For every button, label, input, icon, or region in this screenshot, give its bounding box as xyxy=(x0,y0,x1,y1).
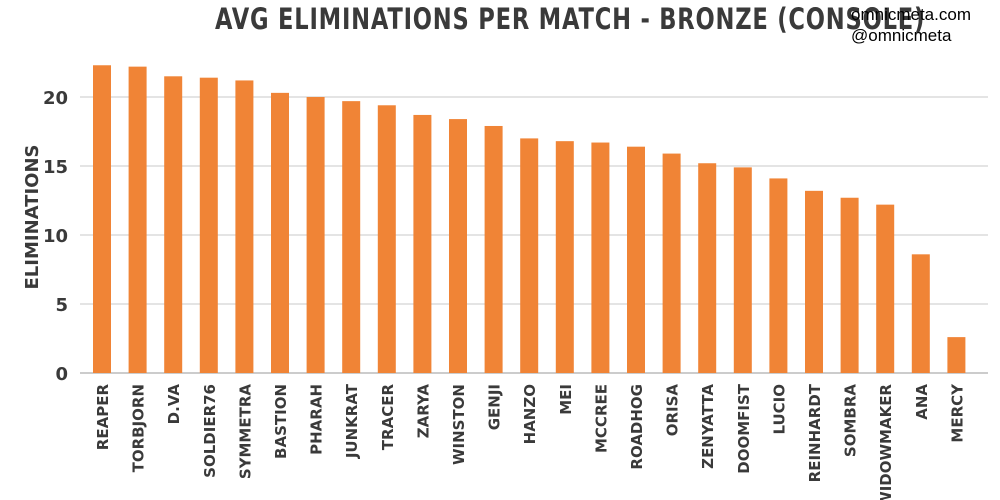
bar-winston xyxy=(449,119,467,373)
bar-ana xyxy=(911,254,930,373)
bar-mccree xyxy=(591,142,610,373)
x-tick-label: JUNKRAT xyxy=(343,383,361,459)
brand-site[interactable]: omnicmeta.com xyxy=(851,5,971,24)
x-tick-label: MCCREE xyxy=(592,384,610,453)
x-tick-label: SYMMETRA xyxy=(236,384,254,480)
bar-mei xyxy=(555,141,574,373)
bar-soldier76 xyxy=(199,77,218,374)
bar-widowmaker xyxy=(876,204,895,373)
bar-pharah xyxy=(306,97,325,373)
bar-symmetra xyxy=(235,80,254,373)
x-tick-label: MERCY xyxy=(948,383,966,443)
bar-reaper xyxy=(93,65,111,373)
y-tick-label: 10 xyxy=(43,226,68,247)
y-axis-label: ELIMINATIONS xyxy=(22,145,43,290)
bar-zarya xyxy=(413,114,432,373)
bar-genji xyxy=(484,125,503,373)
x-tick-label: ROADHOG xyxy=(628,384,646,470)
x-tick-label: ZENYATTA xyxy=(699,384,717,469)
x-tick-label: MEI xyxy=(557,384,575,415)
x-tick-label: REINHARDT xyxy=(806,383,824,482)
x-tick-label: HANZO xyxy=(521,384,539,444)
x-tick-label: SOMBRA xyxy=(842,384,860,457)
y-tick-label: 15 xyxy=(43,157,68,178)
bar-junkrat xyxy=(342,101,361,373)
x-tick-label: WIDOWMAKER xyxy=(877,384,895,500)
y-tick-label: 0 xyxy=(55,364,68,385)
bar-bastion xyxy=(271,92,289,374)
y-tick-label: 20 xyxy=(43,88,68,109)
x-tick-label: ORISA xyxy=(664,384,682,437)
x-tick-label: GENJI xyxy=(486,384,504,430)
brand-handle[interactable]: @omnicmeta xyxy=(851,26,952,45)
bar-sombra xyxy=(840,197,859,373)
x-tick-labels: REAPER TORBJORN D.VA SOLDIER76 SYMMETRA BASTI… xyxy=(94,383,966,500)
bar-d-va xyxy=(164,76,183,374)
x-tick-label: REAPER xyxy=(94,384,112,451)
x-tick-label: WINSTON xyxy=(450,384,468,465)
x-tick-label: ZARYA xyxy=(414,384,432,439)
x-tick-label: PHARAH xyxy=(308,384,326,455)
x-tick-label: TRACER xyxy=(379,384,397,451)
bar-torbjorn xyxy=(128,66,147,373)
bar-orisa xyxy=(662,153,681,373)
bar-mercy xyxy=(947,337,966,373)
bar-tracer xyxy=(377,105,396,373)
x-tick-label: D.VA xyxy=(165,384,183,425)
y-tick-label: 5 xyxy=(55,295,68,316)
bar-hanzo xyxy=(520,138,539,373)
x-tick-label: SOLDIER76 xyxy=(201,384,219,478)
y-tick-labels: 0 5 10 15 20 xyxy=(43,88,68,385)
x-tick-label: LUCIO xyxy=(770,384,788,435)
x-tick-label: BASTION xyxy=(272,384,290,459)
bar-lucio xyxy=(769,178,788,373)
bars-group xyxy=(93,65,966,374)
brand-block: omnicmeta.com @omnicmeta xyxy=(851,4,971,46)
x-tick-label: DOOMFIST xyxy=(735,383,753,474)
x-tick-label: ANA xyxy=(913,384,931,420)
bar-roadhog xyxy=(627,146,645,373)
bar-doomfist xyxy=(733,167,752,373)
bar-zenyatta xyxy=(698,163,717,373)
x-tick-label: TORBJORN xyxy=(130,384,148,472)
chart-title: AVG ELIMINATIONS PER MATCH - BRONZE (CON… xyxy=(215,2,926,36)
bar-reinhardt xyxy=(805,190,823,373)
